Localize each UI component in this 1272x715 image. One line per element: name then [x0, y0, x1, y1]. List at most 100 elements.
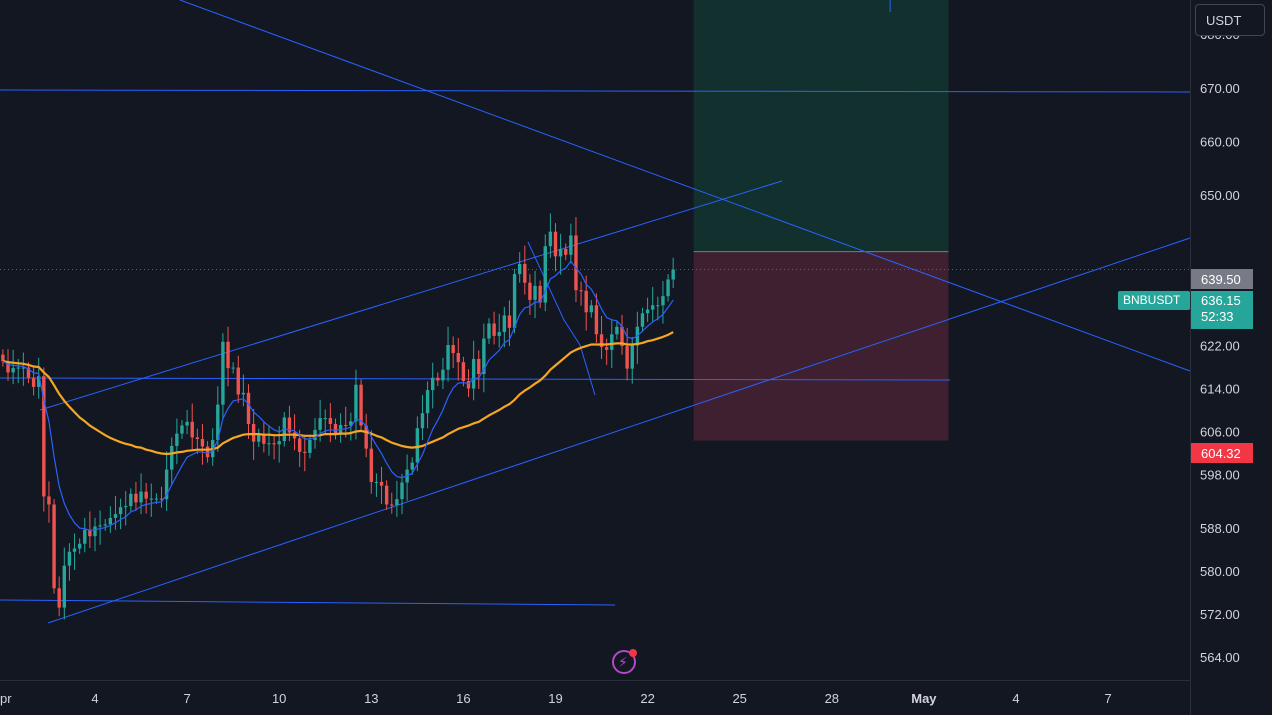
- candle-body: [226, 341, 230, 369]
- candle-body: [466, 380, 471, 389]
- stop-price-tag: 604.32: [1191, 443, 1253, 463]
- lightning-glyph: ⚡: [618, 654, 628, 670]
- time-tick-label: 13: [364, 691, 378, 706]
- channel-upper-line: [39, 180, 783, 411]
- candle-body: [231, 367, 235, 369]
- candle-body: [77, 543, 82, 549]
- candle-body: [205, 446, 210, 458]
- upper-price-value: 639.50: [1201, 272, 1241, 287]
- channel-lower-line: [47, 237, 1191, 624]
- candle-body: [492, 323, 496, 336]
- candle-body: [558, 248, 563, 257]
- candle-body: [124, 506, 128, 508]
- bar-countdown: 52:33: [1201, 309, 1234, 324]
- candle-body: [195, 437, 200, 439]
- candle-body: [134, 493, 138, 503]
- candle-body: [164, 469, 169, 500]
- candle-body: [477, 358, 481, 375]
- price-tick-label: 606.00: [1200, 424, 1240, 439]
- price-tick-label: 650.00: [1200, 188, 1240, 203]
- time-tick-label: 4: [1012, 691, 1019, 706]
- candle-body: [615, 326, 619, 335]
- time-tick-label: 4: [91, 691, 98, 706]
- candle-body: [323, 418, 327, 420]
- candle-body: [584, 290, 588, 313]
- price-axis[interactable]: 690.00680.00670.00660.00650.00630.00622.…: [1190, 0, 1240, 715]
- candle-body: [374, 481, 379, 483]
- currency-selector[interactable]: USDT: [1195, 4, 1265, 36]
- candle-body: [344, 425, 348, 427]
- price-tick-label: 580.00: [1200, 564, 1240, 579]
- candle-body: [533, 285, 537, 300]
- candle-body: [436, 377, 440, 381]
- price-tick-label: 622.00: [1200, 339, 1240, 354]
- candle-body: [461, 362, 466, 381]
- candle-body: [630, 345, 634, 369]
- candle-body: [149, 498, 153, 500]
- candle-body: [415, 428, 420, 463]
- price-tick-label: 598.00: [1200, 467, 1240, 482]
- candle-body: [354, 384, 358, 422]
- price-tick-label: 572.00: [1200, 607, 1240, 622]
- currency-label: USDT: [1206, 13, 1242, 28]
- ema-fast-line: [2, 260, 674, 531]
- candle-body: [216, 404, 220, 441]
- candle-body: [139, 491, 143, 503]
- candle-body: [482, 338, 486, 375]
- candle-body: [272, 443, 276, 445]
- candle-body: [154, 498, 159, 500]
- candle-body: [83, 529, 87, 544]
- time-tick-label: 25: [732, 691, 746, 706]
- candle-body: [62, 565, 66, 608]
- candle-body: [118, 507, 123, 515]
- candle-body: [11, 368, 15, 373]
- candle-body: [390, 504, 394, 506]
- candle-body: [564, 248, 568, 255]
- time-axis[interactable]: pr 4 7 10 13 16 19 22 25 28 May 4 7: [0, 680, 1190, 707]
- last-price-value: 636.15: [1201, 293, 1241, 308]
- candle-body: [129, 493, 133, 507]
- candle-body: [651, 305, 655, 310]
- loss-zone: [693, 251, 949, 441]
- candle-body: [640, 313, 645, 327]
- time-tick-label: pr: [0, 691, 12, 706]
- candle-body: [384, 485, 389, 505]
- candle-body: [159, 498, 164, 500]
- time-tick-label: 7: [1104, 691, 1111, 706]
- candle-body: [538, 285, 542, 303]
- candle-body: [221, 341, 225, 405]
- candle-body: [72, 548, 77, 552]
- candle-body: [441, 369, 445, 381]
- plot-background: [0, 0, 1190, 680]
- candle-body: [318, 418, 322, 430]
- candle-body: [175, 433, 179, 446]
- candle-body: [364, 425, 368, 449]
- candle-body: [507, 315, 512, 328]
- lightning-icon[interactable]: ⚡: [612, 649, 637, 674]
- candle-body: [333, 423, 338, 435]
- candle-body: [267, 443, 271, 445]
- candle-body: [200, 438, 205, 447]
- candle-body: [594, 305, 599, 335]
- candle-body: [528, 282, 532, 300]
- time-tick-label: 10: [272, 691, 286, 706]
- time-tick-label: 19: [548, 691, 562, 706]
- upper-price-tag: 639.50: [1191, 269, 1253, 289]
- candle-body: [656, 305, 660, 307]
- candle-body: [420, 413, 425, 429]
- candle-body: [287, 417, 292, 433]
- price-tick-label: 670.00: [1200, 81, 1240, 96]
- position-tool[interactable]: [693, 0, 949, 441]
- candle-body: [170, 445, 174, 470]
- candle-body: [144, 491, 148, 499]
- candle-body: [108, 517, 113, 525]
- candle-body: [67, 551, 72, 566]
- last-price-tag: 636.15 52:33: [1191, 291, 1253, 329]
- time-tick-label: 7: [183, 691, 190, 706]
- candle-body: [497, 332, 501, 336]
- candle-body: [1, 354, 5, 362]
- candle-body: [37, 376, 41, 387]
- time-tick-label: 22: [640, 691, 654, 706]
- horizontal-level-lower: [0, 599, 616, 606]
